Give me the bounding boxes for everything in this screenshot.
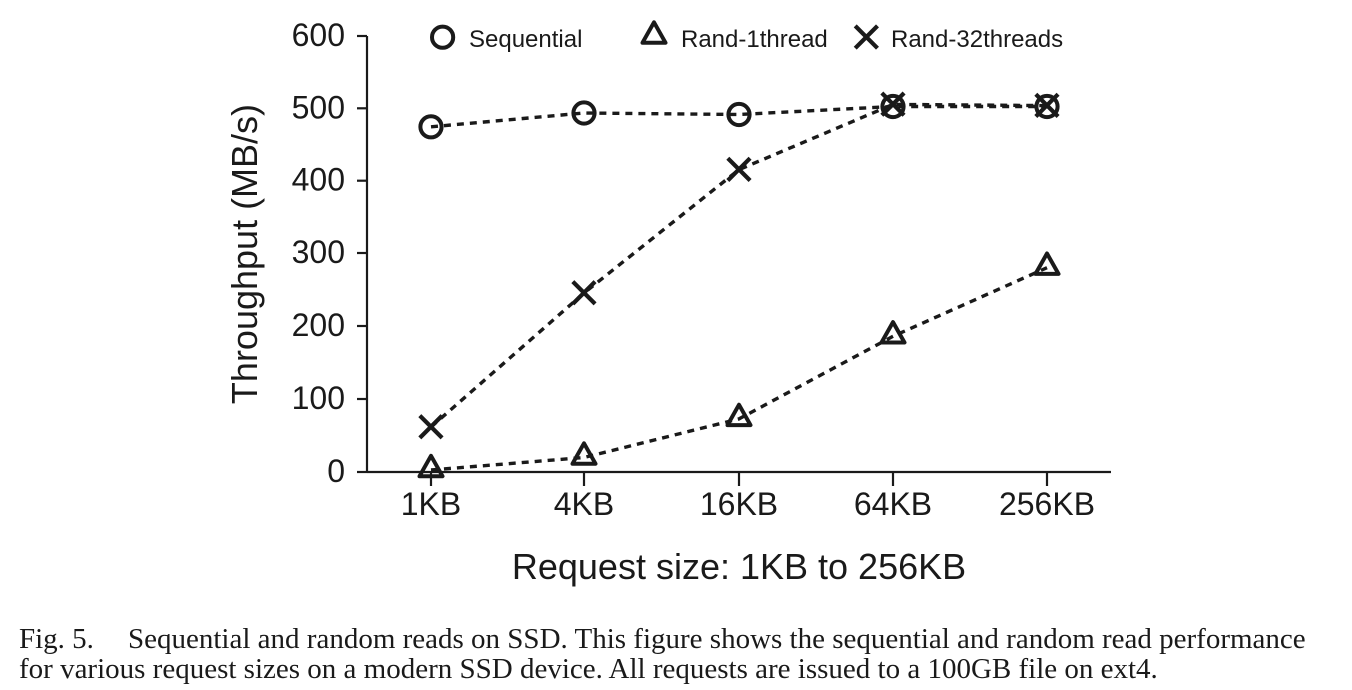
- svg-text:64KB: 64KB: [854, 486, 932, 522]
- svg-text:Sequential and random reads on: Sequential and random reads on SSD. This…: [128, 623, 1306, 655]
- svg-text:0: 0: [327, 453, 345, 489]
- svg-text:Rand-1thread: Rand-1thread: [681, 26, 828, 53]
- svg-text:256KB: 256KB: [999, 486, 1095, 522]
- svg-text:16KB: 16KB: [700, 486, 778, 522]
- svg-text:for various request sizes on a: for various request sizes on a modern SS…: [19, 653, 1158, 685]
- svg-text:500: 500: [292, 89, 345, 125]
- svg-text:Rand-32threads: Rand-32threads: [891, 26, 1063, 53]
- svg-text:Throughput (MB/s): Throughput (MB/s): [224, 104, 265, 404]
- svg-text:4KB: 4KB: [554, 486, 614, 522]
- svg-text:300: 300: [292, 234, 345, 270]
- svg-text:200: 200: [292, 307, 345, 343]
- svg-text:400: 400: [292, 162, 345, 198]
- svg-text:Fig. 5.: Fig. 5.: [19, 623, 94, 655]
- svg-text:Sequential: Sequential: [469, 26, 582, 53]
- svg-text:Request size: 1KB to 256KB: Request size: 1KB to 256KB: [512, 546, 966, 587]
- svg-text:1KB: 1KB: [401, 486, 461, 522]
- svg-text:600: 600: [292, 17, 345, 53]
- svg-text:100: 100: [292, 380, 345, 416]
